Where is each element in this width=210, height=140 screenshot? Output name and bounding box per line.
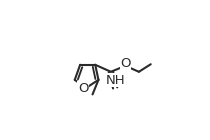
Text: O: O — [78, 82, 89, 95]
Text: NH: NH — [106, 74, 126, 87]
Text: O: O — [120, 57, 131, 70]
